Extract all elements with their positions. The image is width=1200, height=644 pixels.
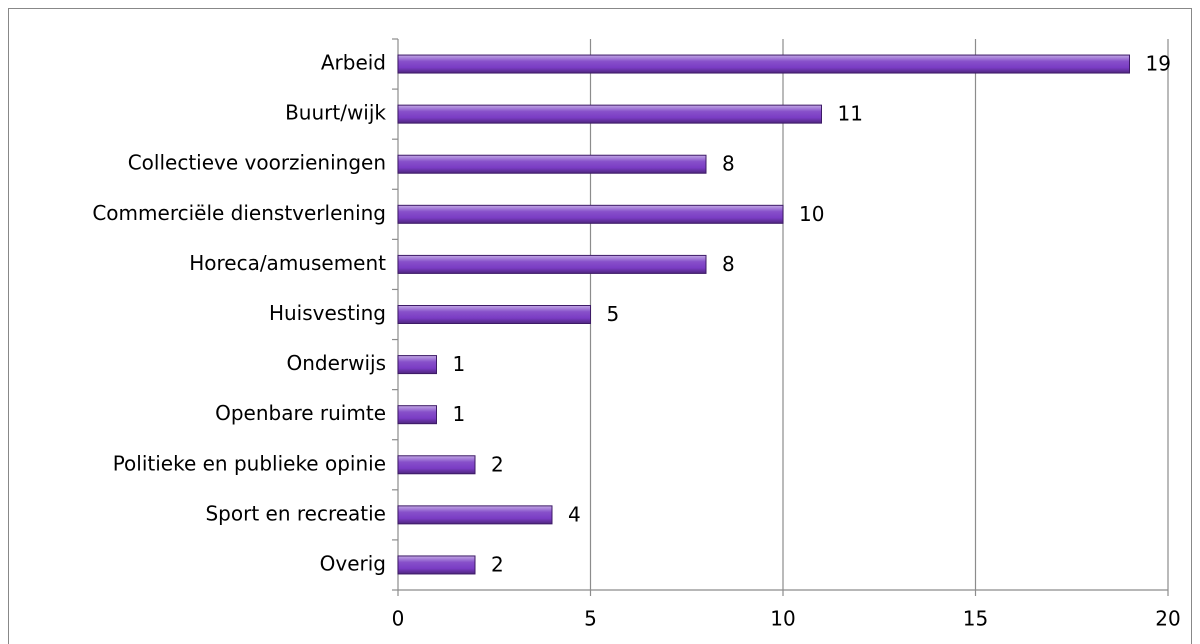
x-tick-label: 20 xyxy=(1155,607,1180,631)
y-tick-label: Huisvesting xyxy=(269,301,386,325)
y-tick-label: Overig xyxy=(320,551,386,575)
y-tick-label: Collectieve voorzieningen xyxy=(128,151,386,175)
data-label: 4 xyxy=(568,502,581,526)
bar xyxy=(397,505,553,525)
y-tick-label: Horeca/amusement xyxy=(189,251,386,275)
bar xyxy=(397,54,1130,74)
bar xyxy=(397,355,437,375)
data-label: 1 xyxy=(453,352,466,376)
data-label: 8 xyxy=(722,152,735,176)
y-tick-label: Buurt/wijk xyxy=(285,101,386,125)
y-tick-label: Openbare ruimte xyxy=(215,401,386,425)
x-tick-label: 0 xyxy=(392,607,405,631)
y-tick-label: Politieke en publieke opinie xyxy=(113,451,386,475)
bar xyxy=(397,405,437,425)
data-label: 1 xyxy=(453,402,466,426)
y-tick-label: Onderwijs xyxy=(286,351,386,375)
data-label: 11 xyxy=(838,102,863,126)
bar xyxy=(397,455,476,475)
bar xyxy=(397,254,707,274)
y-tick-label: Arbeid xyxy=(321,51,386,75)
bar xyxy=(397,104,822,124)
x-tick-label: 5 xyxy=(584,607,597,631)
data-label: 8 xyxy=(722,252,735,276)
data-label: 5 xyxy=(607,302,620,326)
data-label: 2 xyxy=(491,552,504,576)
x-tick-label: 10 xyxy=(770,607,795,631)
data-label: 10 xyxy=(799,202,824,226)
bar xyxy=(397,555,476,575)
data-label: 2 xyxy=(491,452,504,476)
bar xyxy=(397,305,591,324)
bar xyxy=(397,154,707,174)
x-tick-label: 15 xyxy=(963,607,988,631)
y-tick-label: Sport en recreatie xyxy=(205,501,386,525)
bar xyxy=(397,204,784,224)
y-tick-label: Commerciële dienstverlening xyxy=(92,201,386,225)
chart-frame xyxy=(8,8,1192,644)
data-label: 19 xyxy=(1146,52,1171,76)
